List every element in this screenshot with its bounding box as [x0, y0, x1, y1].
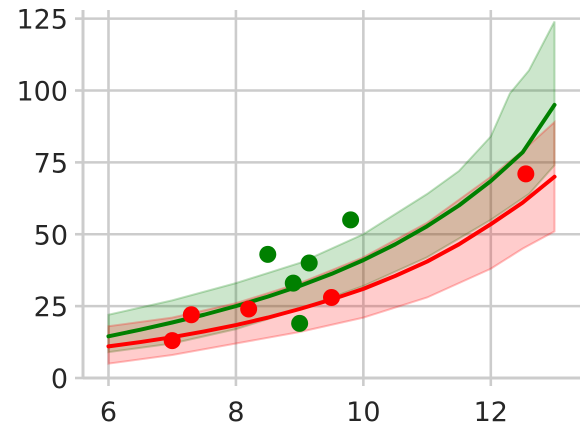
data-point	[300, 254, 318, 272]
data-point	[342, 211, 360, 229]
confidence-band-0	[107, 21, 556, 354]
y-tick-label: 50	[34, 220, 68, 251]
x-tick-label: 12	[474, 397, 508, 428]
y-tick-label: 75	[34, 148, 68, 179]
confidence-bands	[107, 21, 556, 365]
x-tick-label: 10	[346, 397, 380, 428]
y-tick-label: 100	[16, 77, 68, 108]
y-tick-label: 125	[16, 5, 68, 36]
data-point	[259, 245, 277, 263]
data-point	[182, 306, 200, 324]
y-tick-label: 25	[34, 292, 68, 323]
y-tick-label: 0	[51, 364, 68, 395]
data-points	[163, 165, 535, 350]
data-point	[517, 165, 535, 183]
data-point	[163, 332, 181, 350]
data-point	[323, 289, 340, 306]
axes	[75, 10, 580, 386]
x-tick-labels: 6 8 10 12	[100, 397, 508, 428]
data-point	[284, 274, 302, 292]
fit-line-0	[106, 102, 557, 339]
x-tick-label: 8	[227, 397, 244, 428]
y-tick-labels: 0 25 50 75 100 125	[16, 5, 68, 395]
x-tick-label: 6	[100, 397, 117, 428]
data-point	[291, 314, 309, 332]
data-point	[240, 300, 258, 318]
